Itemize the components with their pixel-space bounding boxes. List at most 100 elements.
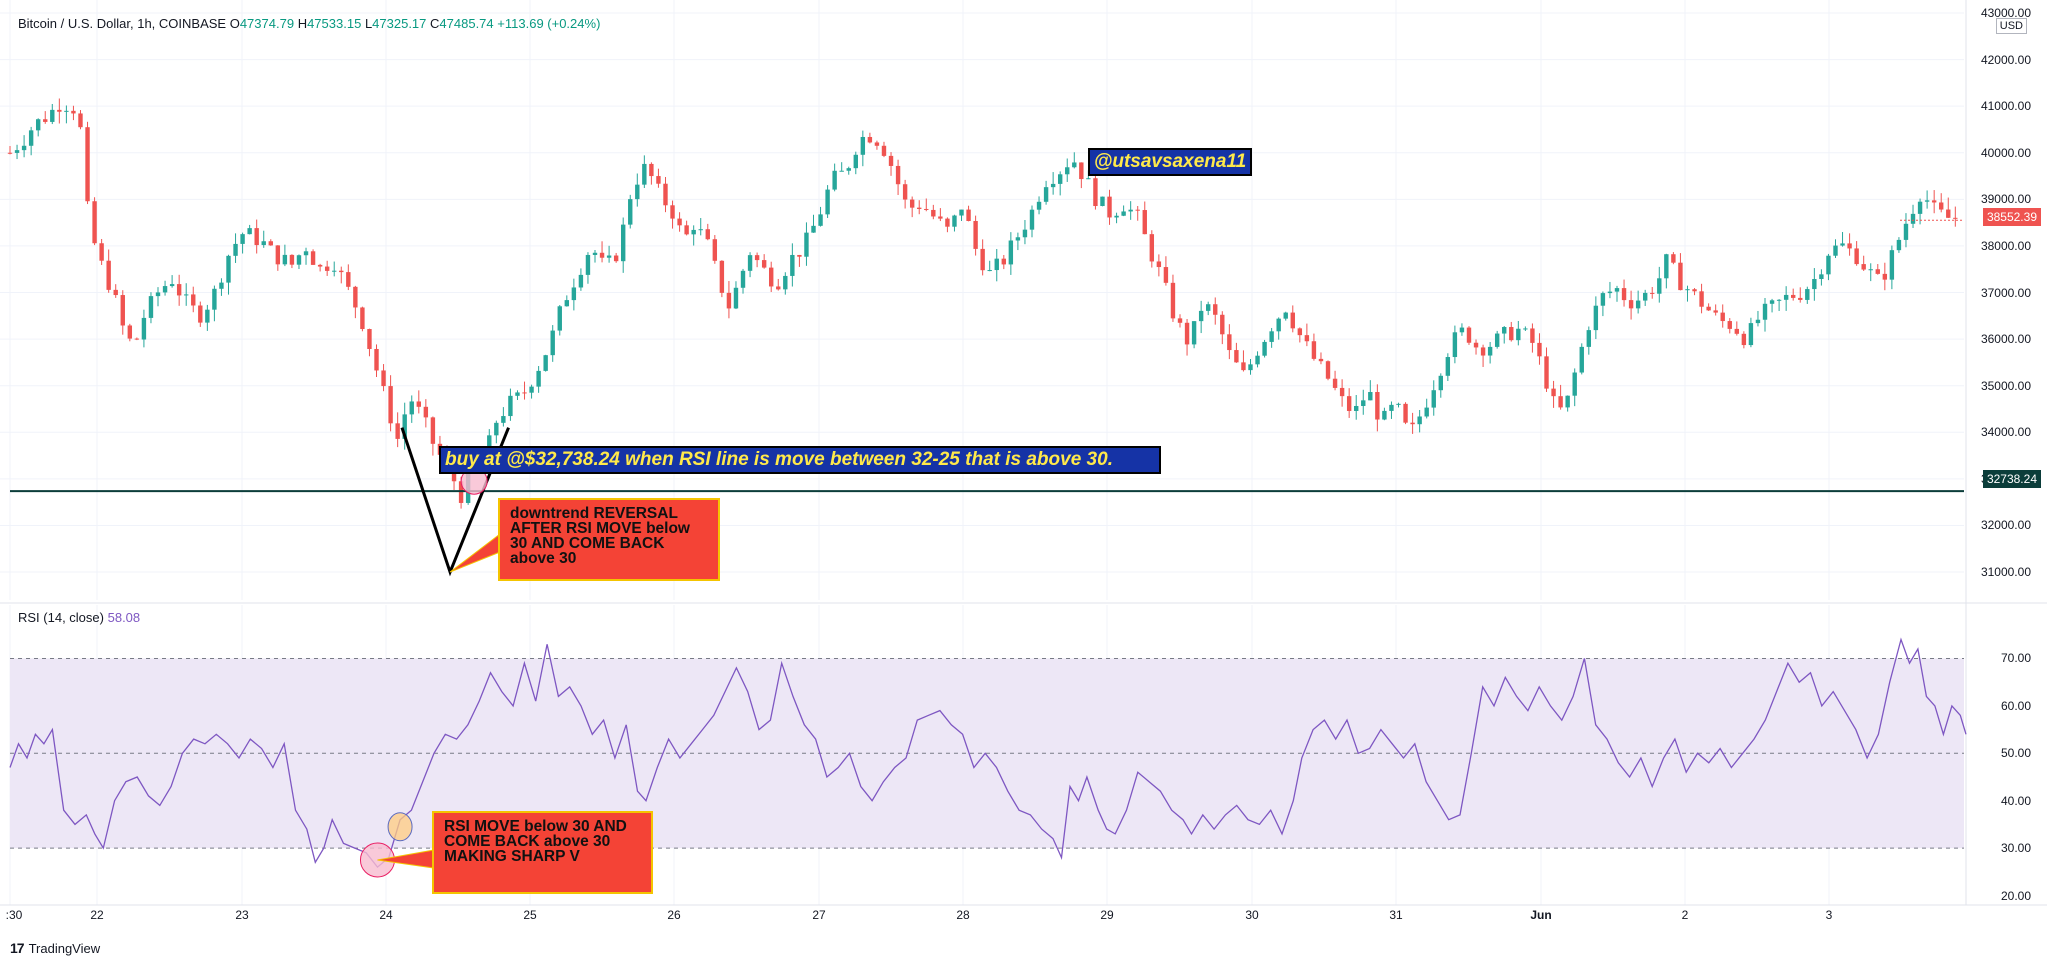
candle-body [508,395,513,417]
candle-body [14,150,20,153]
candle-body [1875,269,1880,274]
rsi-line [9,637,1967,869]
candle-body [1198,310,1204,322]
candle-body [7,152,13,154]
candle-body [747,255,753,271]
candle-body [1156,261,1162,268]
candle-body [233,243,238,256]
candle-body [1473,342,1479,348]
candle-body [1523,328,1528,330]
tradingview-logo-icon: 17 [10,940,25,956]
candle-body [1551,388,1556,397]
price-tick-label: 38000.00 [1980,238,2031,253]
currency-badge[interactable]: USD [1995,18,2027,34]
candle-body [606,255,612,258]
candle-body [1537,342,1542,357]
candle-body [1445,357,1451,376]
rsi-label: RSI (14, close) [18,610,104,625]
candle-body [1354,405,1359,411]
price-tick-label: 39000.00 [1980,192,2031,207]
candle-body [973,220,978,249]
rsi-value: 58.08 [107,610,141,625]
candle-body [811,225,816,233]
candle-body [1896,239,1902,251]
price-tick-label: 31000.00 [1980,565,2031,580]
time-tick-label: 2 [1681,908,1689,922]
time-tick-label: 30 [1245,908,1259,922]
high-label: H [297,16,308,31]
candle-body [1170,282,1176,319]
candle-body [367,329,372,349]
candle-body [205,309,210,323]
candle-body [902,184,908,200]
candle-body [1509,327,1514,341]
candle-body [169,284,175,287]
candle-body [458,481,464,503]
candle-body [663,183,668,206]
candle-body [691,229,696,235]
price-tick-label: 34000.00 [1980,425,2031,440]
candle-body [987,270,992,272]
candle-body [296,255,302,265]
candle-body [1382,410,1387,420]
high-value: 47533.15 [307,16,362,31]
candle-body [1276,318,1281,332]
price-tick-label: 35000.00 [1980,378,2031,393]
candle-body [1114,215,1119,218]
candle-body [1600,293,1606,306]
candle-body [141,317,147,340]
candle-body [860,136,866,155]
candle-body [1332,378,1338,388]
candle-body [895,165,901,185]
candle-body [1692,289,1697,292]
candle-body [1213,304,1218,315]
candle-body [719,260,725,293]
candle-body [1685,289,1690,291]
candle-body [282,254,288,265]
candle-body [952,215,957,227]
time-tick-label: 25 [523,908,537,922]
candle-body [35,119,41,131]
candle-body [381,370,386,387]
candle-body [599,252,605,258]
candle-body [1861,264,1866,270]
candle-body [1621,288,1627,301]
low-label: L [364,16,373,31]
candle-body [1924,200,1930,202]
rsi-tick-label: 30.00 [2000,841,2031,856]
candle-body [1368,392,1373,401]
candle-body [994,258,999,271]
candle-body [1847,243,1852,249]
candle-body [409,401,414,415]
candle-body [1854,248,1859,265]
candle-body [959,209,964,216]
candle-body [642,163,647,185]
candle-body [783,275,788,290]
candle-body [1487,346,1493,356]
candle-body [761,260,767,268]
candle-body [613,255,619,262]
candle-body [1086,178,1091,180]
candle-body [1917,201,1923,214]
rsi-tick-label: 40.00 [2000,793,2031,808]
candle-body [1805,289,1810,300]
candle-body [1903,223,1909,240]
tradingview-brand[interactable]: 17 TradingView [10,940,100,956]
candle-body [515,392,520,396]
candle-body [1706,306,1711,311]
candle-body [1128,209,1133,212]
candle-body [698,229,703,231]
candle-body [867,136,873,143]
candle-body [92,201,97,244]
candle-body [1720,312,1725,322]
candle-body [388,386,393,424]
candle-body [162,286,168,293]
candle-body [1614,288,1620,292]
candle-body [1953,217,1958,219]
candle-body [1022,229,1028,238]
candle-body [931,209,936,217]
candle-body [317,264,323,267]
candle-body [966,209,971,221]
candle-body [832,170,837,190]
